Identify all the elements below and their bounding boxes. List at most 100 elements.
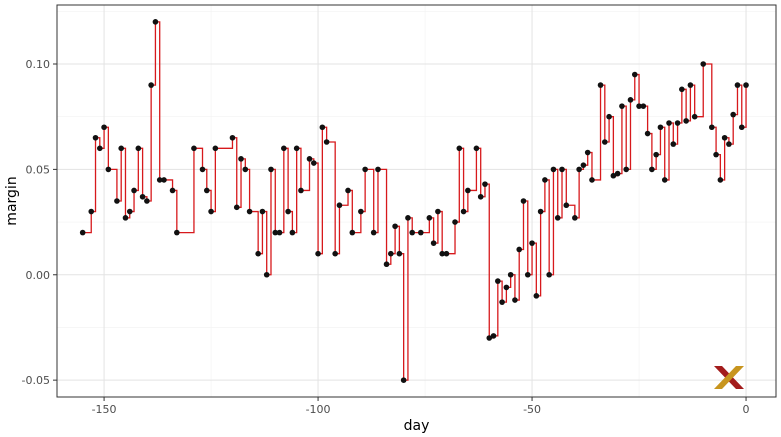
data-point <box>383 261 390 268</box>
data-point <box>563 202 570 209</box>
data-point <box>477 193 484 200</box>
data-point <box>276 229 283 236</box>
data-point <box>97 145 103 152</box>
data-point <box>636 103 642 109</box>
data-point <box>576 166 582 173</box>
data-point <box>649 166 655 173</box>
data-point <box>345 187 351 194</box>
data-point <box>584 149 591 156</box>
data-point <box>709 124 715 131</box>
data-point <box>405 215 411 221</box>
data-point <box>400 377 407 383</box>
data-point <box>298 187 304 194</box>
data-point <box>687 82 694 88</box>
data-point <box>554 215 561 221</box>
data-point <box>533 293 540 299</box>
data-point <box>439 250 445 257</box>
data-point <box>666 120 672 126</box>
x-tick-label: -50 <box>523 403 541 416</box>
data-point <box>114 198 120 204</box>
data-point <box>507 271 514 278</box>
y-tick-label: 0.10 <box>26 58 51 71</box>
x-axis-title: day <box>404 418 430 434</box>
data-point <box>730 111 736 118</box>
data-point <box>169 187 176 194</box>
data-point <box>520 198 527 204</box>
data-point <box>460 208 467 215</box>
data-point <box>281 145 287 152</box>
data-point <box>721 134 728 141</box>
data-point <box>435 208 441 215</box>
data-point <box>503 284 510 291</box>
data-point <box>212 145 219 152</box>
y-axis-title: margin <box>4 176 20 225</box>
data-point <box>679 86 685 93</box>
data-point <box>358 208 364 215</box>
data-point <box>580 162 587 168</box>
data-point <box>443 250 450 257</box>
data-point <box>661 177 668 183</box>
data-point <box>456 145 463 152</box>
data-point <box>512 297 518 303</box>
data-point <box>743 82 749 88</box>
data-point <box>396 250 403 257</box>
data-point <box>473 145 480 152</box>
data-point <box>465 187 471 194</box>
data-point <box>417 229 424 236</box>
data-point <box>144 198 150 204</box>
data-point <box>208 208 214 215</box>
data-point <box>597 82 604 88</box>
data-point <box>310 160 317 166</box>
points-layer <box>79 19 749 383</box>
data-point <box>713 151 719 158</box>
x-tick-label: 0 <box>743 403 750 416</box>
data-point <box>118 145 124 152</box>
data-point <box>490 333 497 339</box>
x-tick-label: -100 <box>306 403 331 416</box>
data-point <box>246 208 253 215</box>
data-point <box>319 124 326 131</box>
data-point <box>174 229 180 236</box>
data-point <box>139 193 146 200</box>
data-point <box>550 166 557 173</box>
x-tick-label: -150 <box>92 403 117 416</box>
data-point <box>122 215 129 221</box>
data-point <box>105 166 112 173</box>
data-point <box>152 19 159 25</box>
data-point <box>370 229 377 236</box>
data-point <box>524 271 531 278</box>
data-point <box>148 82 154 88</box>
data-point <box>482 181 488 187</box>
data-point <box>726 141 732 147</box>
data-point <box>734 82 741 88</box>
data-point <box>674 120 681 126</box>
data-point <box>640 103 647 109</box>
data-point <box>495 278 501 284</box>
data-point <box>542 177 548 183</box>
data-point <box>156 177 163 183</box>
data-point <box>619 103 625 109</box>
data-point <box>529 240 535 246</box>
data-point <box>392 223 398 230</box>
data-point <box>546 271 552 278</box>
data-point <box>631 71 638 78</box>
data-point <box>610 172 617 179</box>
data-point <box>362 166 368 173</box>
data-point <box>336 202 343 209</box>
logo-right-stroke <box>714 366 744 389</box>
data-point <box>92 134 99 141</box>
data-point <box>691 113 698 120</box>
data-point <box>131 187 137 194</box>
data-point <box>700 61 707 67</box>
data-point <box>242 166 249 173</box>
y-axis-ticks: -0.05 0.00 0.05 0.10 <box>22 58 57 387</box>
data-point <box>259 208 266 215</box>
data-point <box>644 130 651 137</box>
data-point <box>738 124 745 131</box>
data-point <box>191 145 197 152</box>
data-point <box>199 166 206 173</box>
data-point <box>293 145 300 152</box>
data-point <box>79 229 86 236</box>
data-point <box>268 166 274 173</box>
